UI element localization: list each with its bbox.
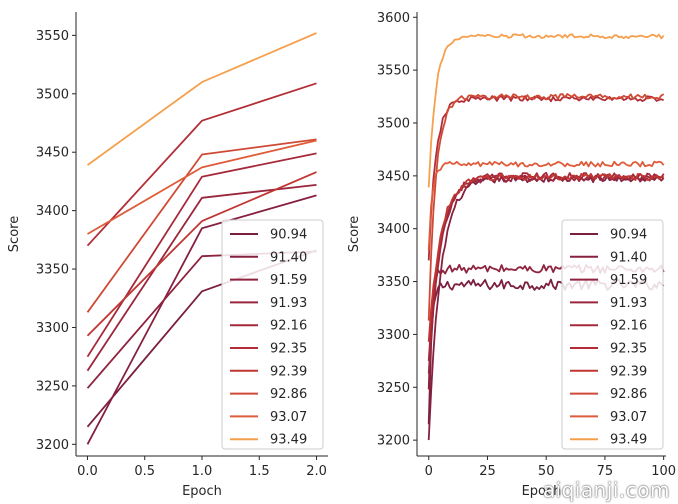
series-line-93-07 — [427, 160, 665, 250]
legend-label: 93.07 — [610, 410, 647, 425]
y-axis-label: Score — [7, 216, 22, 252]
legend-label: 90.94 — [270, 228, 307, 243]
x-axis-label: Epoch — [522, 484, 562, 499]
legend-label: 91.59 — [270, 273, 307, 288]
series-line-93-07 — [87, 139, 317, 235]
y-tick-label: 3500 — [36, 87, 69, 102]
series-line-92-86 — [427, 93, 665, 321]
y-tick-label: 3200 — [36, 438, 69, 453]
y-tick-label: 3250 — [377, 381, 410, 396]
legend-label: 91.93 — [270, 296, 307, 311]
legend-label: 93.07 — [270, 410, 307, 425]
legend-label: 91.40 — [270, 250, 307, 265]
y-tick-label: 3350 — [36, 263, 69, 278]
x-tick-label: 0.5 — [134, 464, 155, 479]
y-tick-label: 3300 — [377, 328, 410, 343]
series-line-92-86 — [86, 138, 317, 313]
y-tick-label: 3550 — [36, 29, 69, 44]
left-chart: 3200 3250 3300 3350 3400 3450 3500 3550 0.0 0.5 1.… — [7, 12, 328, 499]
x-tick-label: 0 — [425, 464, 433, 479]
y-tick-label: 3450 — [36, 146, 69, 161]
legend-label: 92.16 — [270, 319, 307, 334]
legend-label: 92.35 — [270, 342, 307, 357]
y-tick-label: 3600 — [377, 11, 410, 26]
series-line-93-49 — [86, 32, 317, 166]
x-tick-label: 25 — [479, 464, 496, 479]
legend-label: 90.94 — [610, 228, 647, 243]
x-tick-label: 75 — [597, 464, 614, 479]
series-line-92-39 — [427, 172, 664, 342]
y-tick-label: 3350 — [377, 275, 410, 290]
legend-label: 92.16 — [610, 319, 647, 334]
legend-label: 93.49 — [610, 433, 647, 448]
y-tick-label: 3200 — [377, 434, 410, 449]
right-chart: 3200 3250 3300 3350 3400 3450 3500 3550 3600 0 25 5… — [347, 11, 676, 499]
legend-label: 91.93 — [610, 296, 647, 311]
x-tick-label: 2.0 — [306, 464, 327, 479]
x-axis-label: Epoch — [182, 484, 222, 499]
legend-label: 93.49 — [270, 433, 307, 448]
y-tick-label: 3250 — [36, 379, 69, 394]
legend-label: 92.86 — [610, 387, 647, 402]
y-tick-label: 3300 — [36, 321, 69, 336]
series-line-92-35 — [86, 82, 317, 247]
legend-label: 91.59 — [610, 273, 647, 288]
y-tick-label: 3450 — [377, 169, 410, 184]
x-tick-label: 1.5 — [249, 464, 270, 479]
watermark: aiqianji.com — [542, 478, 670, 502]
y-axis-label: Score — [347, 216, 362, 252]
x-tick-label: 100 — [651, 464, 676, 479]
y-tick-label: 3400 — [36, 204, 69, 219]
legend-box — [561, 219, 664, 450]
x-tick-label: 0.0 — [77, 464, 98, 479]
legend-box — [221, 219, 324, 450]
legend-label: 91.40 — [610, 250, 647, 265]
legend-label: 92.86 — [270, 387, 307, 402]
series-line-93-49 — [427, 33, 665, 188]
legend-label: 92.39 — [270, 364, 307, 379]
legend-label: 92.35 — [610, 342, 647, 357]
series-line-92-39 — [86, 171, 317, 337]
series-line-91-40 — [86, 194, 317, 445]
x-tick-label: 50 — [538, 464, 555, 479]
legend-label: 92.39 — [610, 364, 647, 379]
x-tick-label: 1.0 — [192, 464, 213, 479]
y-tick-label: 3550 — [377, 64, 410, 79]
y-tick-label: 3400 — [377, 222, 410, 237]
y-tick-label: 3500 — [377, 117, 410, 132]
